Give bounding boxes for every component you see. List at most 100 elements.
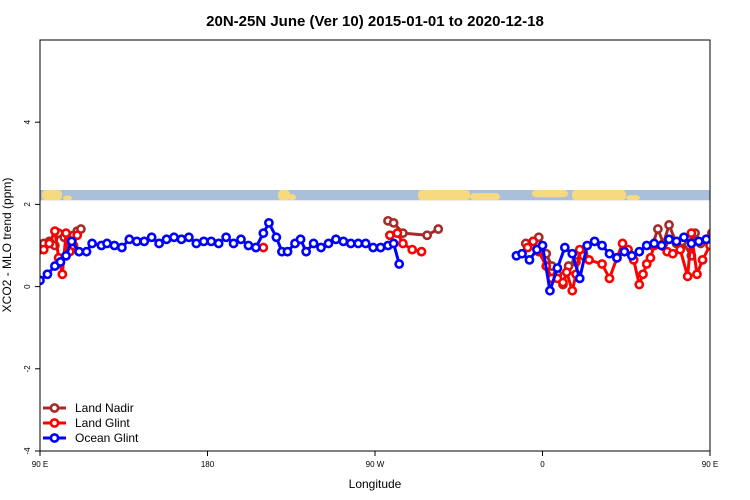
data-point — [146, 232, 157, 243]
x-tick-label: 90 E — [32, 460, 48, 469]
data-point — [641, 240, 652, 251]
legend-item-land-nadir: Land Nadir — [43, 401, 134, 415]
map-land — [532, 190, 568, 198]
data-point — [619, 246, 630, 257]
series-layer — [40, 215, 732, 296]
data-point — [649, 238, 660, 249]
y-tick-label: 0 — [23, 284, 32, 289]
data-point — [368, 242, 379, 253]
y-tick-label: -4 — [23, 447, 32, 455]
data-point — [139, 236, 150, 247]
data-point — [42, 269, 53, 280]
data-point — [558, 277, 568, 288]
data-point — [697, 254, 708, 265]
data-point — [282, 246, 293, 257]
data-point — [712, 230, 719, 237]
data-point — [116, 242, 127, 253]
data-point — [74, 246, 84, 257]
data-point — [561, 267, 572, 278]
data-point — [323, 238, 334, 249]
data-point — [725, 240, 732, 247]
map-land — [278, 190, 290, 201]
data-point — [61, 228, 71, 239]
data-point — [345, 238, 356, 249]
data-point — [301, 246, 312, 257]
data-point — [693, 236, 704, 247]
data-point — [57, 269, 68, 280]
data-point — [264, 217, 274, 228]
data-point — [416, 246, 427, 257]
data-point — [524, 254, 535, 265]
data-point — [72, 230, 83, 241]
data-point — [422, 230, 433, 241]
data-point — [398, 238, 408, 249]
data-point — [686, 238, 697, 249]
data-point — [102, 238, 112, 249]
y-tick-label: 2 — [23, 202, 32, 207]
data-point — [81, 246, 92, 257]
x-tick-label: 0 — [540, 460, 545, 469]
data-point — [682, 271, 693, 282]
data-point — [634, 279, 645, 290]
data-point — [567, 285, 578, 296]
data-point — [692, 269, 702, 280]
data-point — [671, 236, 682, 247]
legend-label: Land Nadir — [75, 401, 134, 415]
data-point — [394, 259, 405, 269]
data-point — [574, 273, 585, 284]
map-land — [418, 190, 470, 201]
data-point — [169, 232, 179, 243]
data-point — [176, 234, 187, 245]
data-point — [131, 236, 142, 247]
legend-label: Ocean Glint — [75, 431, 139, 445]
data-point — [701, 234, 710, 245]
data-point — [243, 240, 254, 251]
data-point — [656, 240, 667, 251]
data-point — [183, 232, 194, 243]
data-point — [109, 240, 120, 251]
data-point — [714, 225, 721, 232]
data-point — [718, 240, 725, 247]
chart-title: 20N-25N June (Ver 10) 2015-01-01 to 2020… — [206, 13, 544, 30]
data-point — [638, 269, 648, 280]
y-tick-label: -2 — [23, 365, 32, 373]
data-point — [634, 246, 645, 257]
data-point — [338, 236, 349, 247]
legend-swatch-marker — [49, 403, 60, 413]
series-segment — [541, 245, 552, 291]
legend-swatch-marker — [49, 418, 60, 428]
data-point — [198, 236, 209, 247]
x-axis: 90 E 180 90 W 0 90 E — [32, 451, 718, 469]
data-point — [87, 238, 98, 249]
data-point — [353, 238, 364, 249]
data-point — [604, 248, 615, 259]
data-point — [154, 238, 165, 249]
legend-swatch-marker — [49, 433, 60, 443]
series-ocean-glint — [40, 217, 732, 296]
data-point — [258, 228, 269, 239]
data-point — [612, 252, 622, 263]
data-point — [552, 263, 563, 274]
data-point — [433, 224, 444, 234]
series-segment — [578, 245, 589, 279]
data-point — [213, 238, 224, 249]
data-point — [191, 238, 202, 249]
data-point — [686, 228, 697, 239]
data-point — [597, 240, 607, 251]
data-point — [295, 234, 306, 245]
data-point — [652, 224, 663, 234]
data-point — [667, 248, 678, 259]
data-point — [228, 238, 239, 249]
data-point — [250, 242, 261, 253]
data-point — [545, 285, 555, 296]
data-point — [161, 234, 172, 245]
data-point — [407, 244, 418, 255]
data-point — [55, 257, 66, 267]
data-point — [604, 273, 615, 284]
data-point — [567, 248, 578, 259]
data-point — [236, 234, 246, 245]
data-point — [61, 250, 71, 261]
map-land — [42, 190, 62, 201]
